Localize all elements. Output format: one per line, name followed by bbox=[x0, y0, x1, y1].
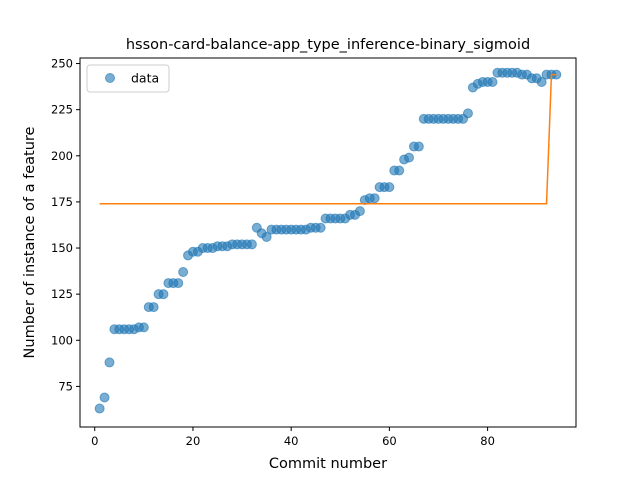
chart-title: hsson-card-balance-app_type_inference-bi… bbox=[126, 37, 530, 53]
y-tick-label: 150 bbox=[51, 241, 73, 255]
data-point bbox=[104, 357, 115, 368]
data-point bbox=[384, 182, 395, 193]
legend: data bbox=[86, 64, 170, 93]
x-tick-label: 80 bbox=[480, 434, 495, 448]
legend-box bbox=[86, 64, 170, 93]
legend-label: data bbox=[131, 71, 159, 86]
legend-marker bbox=[105, 73, 115, 83]
data-point bbox=[246, 239, 257, 250]
y-tick-label: 100 bbox=[51, 333, 73, 347]
y-tick-label: 75 bbox=[58, 379, 73, 393]
y-tick-label: 125 bbox=[51, 287, 73, 301]
data-point bbox=[99, 392, 110, 403]
y-tick-label: 200 bbox=[51, 149, 73, 163]
data-point bbox=[413, 141, 424, 152]
data-point bbox=[178, 267, 189, 278]
x-tick-label: 0 bbox=[91, 434, 98, 448]
data-point bbox=[261, 231, 272, 242]
data-point bbox=[536, 76, 547, 87]
y-tick-label: 175 bbox=[51, 195, 73, 209]
plot-area bbox=[94, 67, 562, 414]
data-point bbox=[404, 152, 415, 163]
y-tick-label: 225 bbox=[51, 103, 73, 117]
data-point bbox=[394, 165, 405, 176]
x-tick-label: 40 bbox=[284, 434, 299, 448]
data-point bbox=[173, 278, 184, 289]
data-point bbox=[138, 322, 149, 333]
data-point bbox=[487, 76, 498, 87]
data-point bbox=[315, 222, 326, 233]
data-point bbox=[462, 108, 473, 119]
x-tick-label: 20 bbox=[186, 434, 201, 448]
x-tick-label: 60 bbox=[382, 434, 397, 448]
axis-ticks: 0 20 40 60 80 75 100 125 150 175 200 225 250 bbox=[51, 57, 495, 448]
y-axis-label: Number of instance of a feature bbox=[22, 126, 38, 358]
data-point bbox=[354, 206, 365, 217]
data-point bbox=[369, 193, 380, 204]
fit-line bbox=[99, 73, 557, 205]
axes-frame bbox=[79, 57, 577, 428]
data-point bbox=[158, 289, 169, 300]
data-point bbox=[94, 403, 105, 414]
x-axis-label: Commit number bbox=[269, 456, 387, 472]
y-tick-label: 250 bbox=[51, 57, 73, 71]
data-point bbox=[148, 302, 159, 313]
